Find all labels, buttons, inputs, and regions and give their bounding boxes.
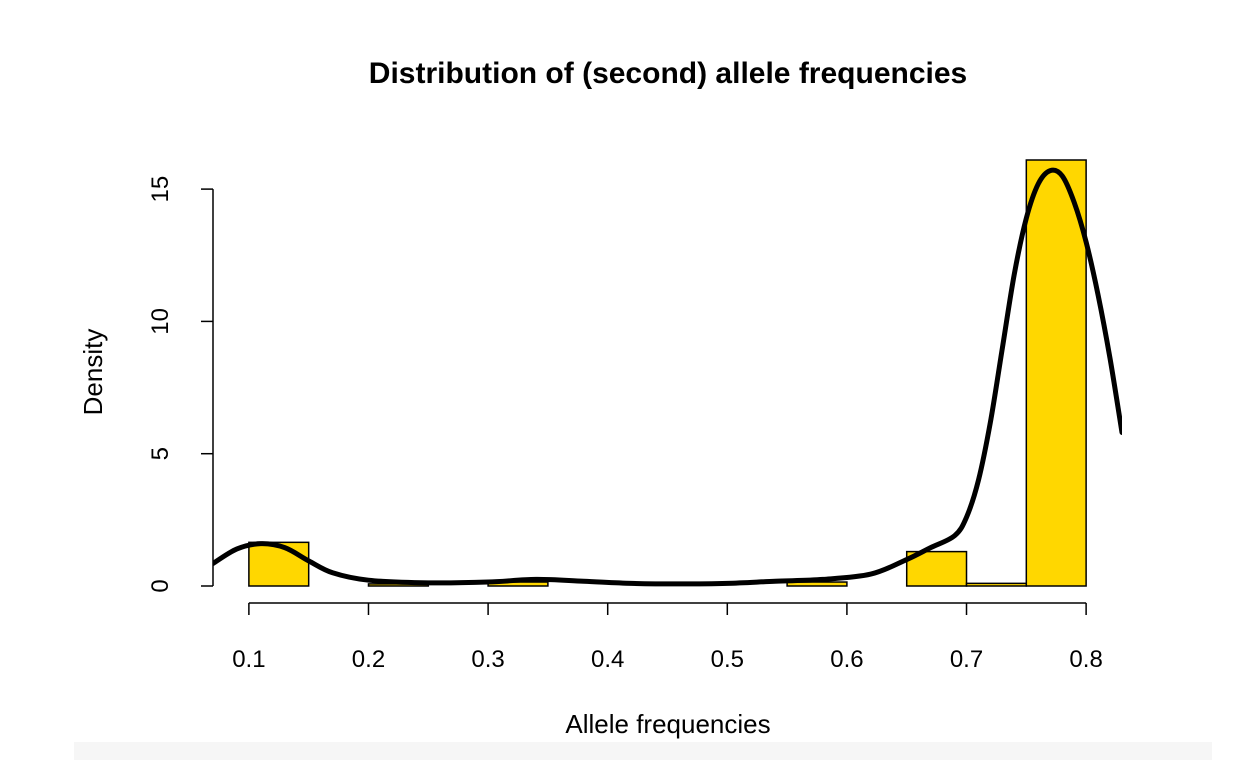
histogram-bar	[248, 541, 310, 587]
y-tick-label: 0	[147, 579, 174, 592]
x-tick-label: 0.6	[830, 646, 863, 673]
density-curve	[213, 167, 1122, 587]
y-axis-label: Density	[78, 329, 108, 416]
y-tick-label: 5	[147, 447, 174, 460]
x-tick-label: 0.2	[352, 646, 385, 673]
x-tick-label: 0.7	[950, 646, 983, 673]
x-tick-label: 0.5	[711, 646, 744, 673]
histogram-bars	[248, 159, 1087, 587]
x-tick-label: 0.3	[471, 646, 504, 673]
x-axis-label: Allele frequencies	[565, 709, 770, 739]
x-tick-label: 0.4	[591, 646, 624, 673]
chart-title: Distribution of (second) allele frequenc…	[369, 57, 967, 90]
y-tick-label: 10	[147, 308, 174, 335]
x-tick-label: 0.8	[1069, 646, 1102, 673]
y-tick-label: 15	[147, 176, 174, 203]
x-tick-label: 0.1	[232, 646, 265, 673]
x-axis: 0.1 0.2 0.3 0.4 0.5 0.6 0.7 0.8	[232, 602, 1103, 673]
footer-strip	[74, 742, 1212, 760]
y-axis: 0 5 10 15	[147, 176, 214, 593]
histogram-bar	[1025, 159, 1087, 587]
histogram-bar	[965, 582, 1028, 587]
